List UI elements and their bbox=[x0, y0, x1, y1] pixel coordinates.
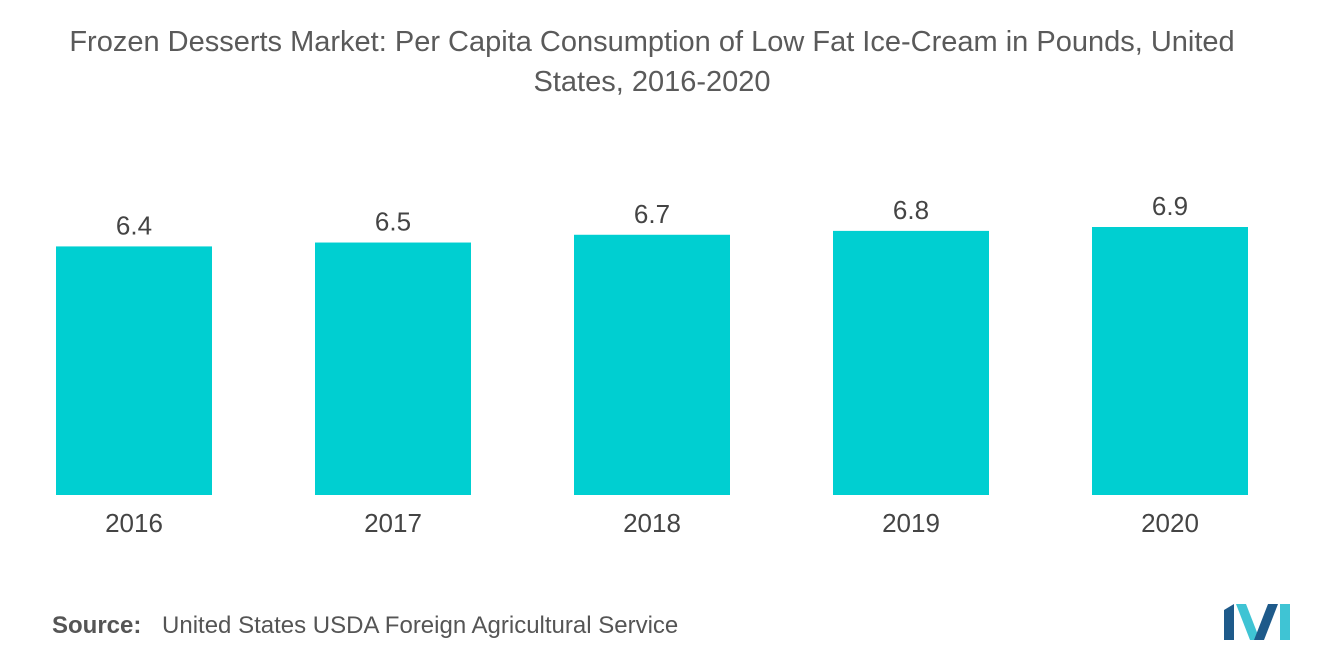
data-label-2017: 6.5 bbox=[375, 207, 411, 237]
chart-title-line-2: States, 2016-2020 bbox=[533, 66, 771, 98]
source-text: United States USDA Foreign Agricultural … bbox=[162, 612, 679, 639]
chart-title: Frozen Desserts Market: Per Capita Consu… bbox=[0, 22, 1304, 102]
bars-layer bbox=[56, 227, 1248, 495]
data-label-2016: 6.4 bbox=[116, 210, 152, 240]
bar-2016 bbox=[56, 246, 212, 495]
x-tick-label-2016: 2016 bbox=[105, 508, 163, 538]
x-tick-labels-layer: 2016 2017 2018 2019 2020 bbox=[105, 508, 1199, 538]
bar-2017 bbox=[315, 242, 471, 495]
bar-2020 bbox=[1092, 227, 1248, 495]
bar-2019 bbox=[833, 230, 989, 495]
mordor-intelligence-logo-icon bbox=[1224, 604, 1290, 640]
data-labels-layer: 6.4 6.5 6.7 6.8 6.9 bbox=[116, 191, 1188, 240]
x-tick-label-2017: 2017 bbox=[364, 508, 422, 538]
chart-title-line-1: Frozen Desserts Market: Per Capita Consu… bbox=[69, 26, 1235, 58]
data-label-2018: 6.7 bbox=[634, 199, 670, 229]
source-note: Source: United States USDA Foreign Agric… bbox=[52, 612, 678, 640]
x-tick-label-2019: 2019 bbox=[882, 508, 940, 538]
x-tick-label-2020: 2020 bbox=[1141, 508, 1199, 538]
source-label: Source: bbox=[52, 612, 142, 639]
data-label-2019: 6.8 bbox=[893, 195, 929, 225]
data-label-2020: 6.9 bbox=[1152, 191, 1188, 221]
x-tick-label-2018: 2018 bbox=[623, 508, 681, 538]
bar-2018 bbox=[574, 234, 730, 495]
